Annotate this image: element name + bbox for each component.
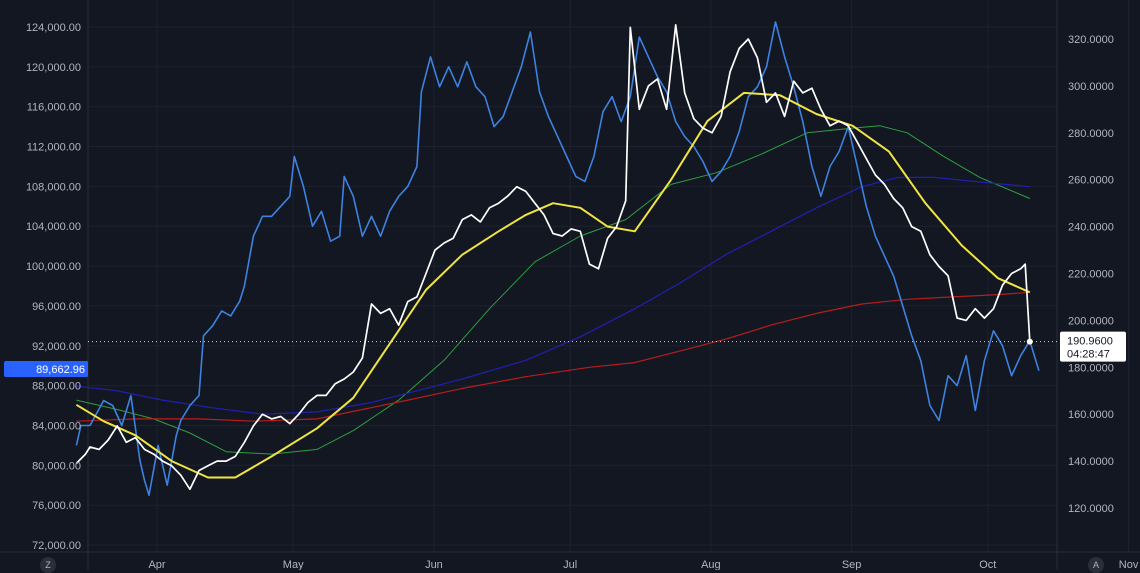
left-tick-label: 76,000.00	[32, 500, 81, 512]
series-blue-line	[75, 21, 1040, 496]
series-red-ma-line	[76, 291, 1030, 422]
left-tick-label: 108,000.00	[26, 181, 81, 193]
right-tick-label: 220.0000	[1068, 269, 1114, 281]
current-price-dot	[1026, 338, 1033, 345]
left-tick-label: 92,000.00	[32, 341, 81, 353]
bar-countdown-text: 04:28:47	[1067, 349, 1110, 361]
time-tick-label: Aug	[701, 559, 721, 570]
right-current-price-text: 190.9600	[1067, 336, 1113, 348]
left-tick-label: 88,000.00	[32, 381, 81, 393]
right-current-price-tag	[1060, 331, 1126, 362]
time-tick-label: Jun	[425, 559, 443, 570]
left-tick-label: 104,000.00	[26, 221, 81, 233]
left-tick-label: 112,000.00	[27, 142, 81, 154]
right-tick-label: 200.0000	[1068, 315, 1114, 327]
left-current-price-tag	[4, 361, 88, 378]
right-tick-label: 260.0000	[1068, 175, 1114, 187]
left-tick-label: 100,000.00	[26, 261, 81, 273]
right-tick-label: 300.0000	[1068, 81, 1114, 93]
left-price-axis[interactable]: 124,000.00 120,000.00 116,000.00 112,000.00…	[26, 22, 81, 552]
right-tick-label: 280.0000	[1068, 128, 1114, 140]
right-tick-label: 160.0000	[1068, 409, 1114, 421]
series-yellow-ma-line	[75, 91, 1031, 479]
left-tick-label: 124,000.00	[26, 22, 81, 34]
time-tick-label: Apr	[148, 559, 165, 570]
left-scale-z-button[interactable]: Z	[40, 557, 56, 573]
time-tick-label: May	[283, 559, 304, 570]
auto-scale-a-button[interactable]: A	[1088, 557, 1104, 573]
series-white-line	[75, 24, 1031, 491]
chart-series	[75, 21, 1040, 496]
left-tick-label: 120,000.00	[26, 62, 81, 74]
time-tick-label: Oct	[979, 559, 996, 570]
left-current-price-text: 89,662.96	[36, 364, 85, 376]
time-tick-label: Jul	[563, 559, 577, 570]
time-tick-label: Sep	[842, 559, 862, 570]
left-tick-label: 72,000.00	[32, 540, 81, 552]
left-tick-label: 80,000.00	[32, 460, 81, 472]
left-tick-label: 84,000.00	[32, 420, 81, 432]
left-tick-label: 96,000.00	[32, 301, 81, 313]
right-tick-label: 180.0000	[1068, 362, 1114, 374]
right-tick-label: 120.0000	[1068, 503, 1114, 515]
right-tick-label: 320.0000	[1068, 34, 1114, 46]
series-green-ma-line	[76, 125, 1030, 455]
right-tick-label: 140.0000	[1068, 456, 1114, 468]
left-tick-label: 116,000.00	[27, 102, 81, 114]
time-tick-label: Nov	[1119, 559, 1139, 570]
series-navy-ma-line	[76, 176, 1030, 415]
time-axis[interactable]: AprMayJunJulAugSepOctNovDec2026	[148, 559, 1140, 570]
right-tick-label: 240.0000	[1068, 222, 1114, 234]
right-price-axis[interactable]: 320.0000 300.0000 280.0000 260.0000 240.0000…	[1068, 34, 1114, 515]
